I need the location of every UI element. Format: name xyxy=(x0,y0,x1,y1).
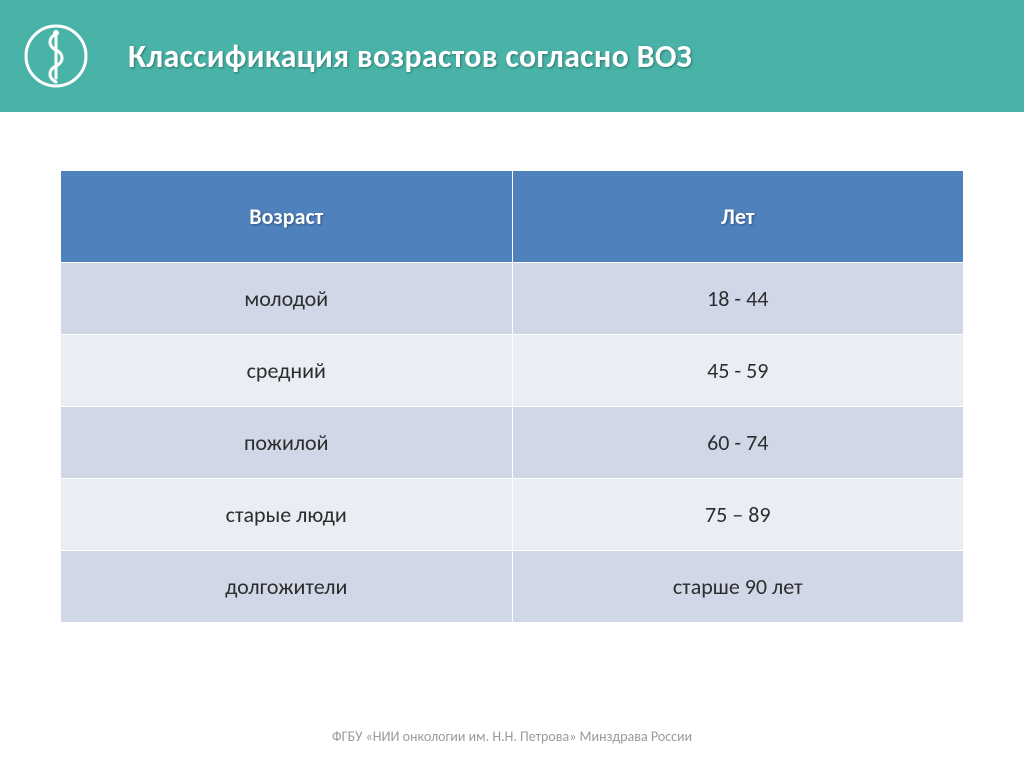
page-title: Классификация возрастов согласно ВОЗ xyxy=(128,37,692,76)
col-header-age: Возраст xyxy=(61,171,513,263)
cell-years: 45 - 59 xyxy=(512,335,964,407)
cell-years: 18 - 44 xyxy=(512,263,964,335)
table-row: старые люди 75 – 89 xyxy=(61,479,964,551)
table-header-row: Возраст Лет xyxy=(61,171,964,263)
cell-age: долгожители xyxy=(61,551,513,623)
table-row: долгожители старше 90 лет xyxy=(61,551,964,623)
cell-age: молодой xyxy=(61,263,513,335)
cell-years: 60 - 74 xyxy=(512,407,964,479)
cell-age: пожилой xyxy=(61,407,513,479)
medical-logo-icon xyxy=(24,24,88,88)
table-row: пожилой 60 - 74 xyxy=(61,407,964,479)
cell-age: старые люди xyxy=(61,479,513,551)
col-header-years: Лет xyxy=(512,171,964,263)
cell-age: средний xyxy=(61,335,513,407)
table-row: средний 45 - 59 xyxy=(61,335,964,407)
age-classification-table: Возраст Лет молодой 18 - 44 средний 45 -… xyxy=(60,170,964,623)
cell-years: 75 – 89 xyxy=(512,479,964,551)
table-row: молодой 18 - 44 xyxy=(61,263,964,335)
cell-years: старше 90 лет xyxy=(512,551,964,623)
content-area: Возраст Лет молодой 18 - 44 средний 45 -… xyxy=(0,112,1024,623)
footer-attribution: ФГБУ «НИИ онкологии им. Н.Н. Петрова» Ми… xyxy=(0,728,1024,745)
slide-header: Классификация возрастов согласно ВОЗ xyxy=(0,0,1024,112)
